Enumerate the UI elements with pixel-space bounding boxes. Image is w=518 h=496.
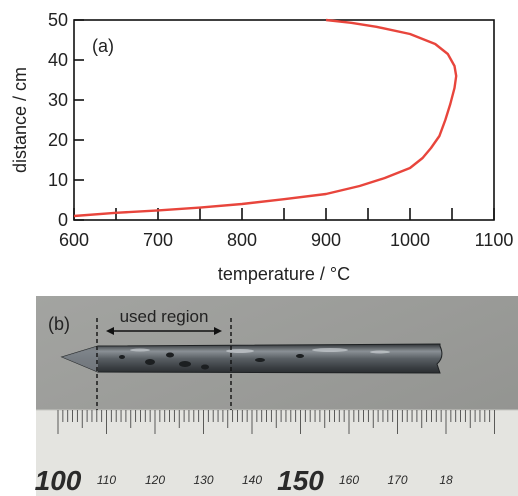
metal-rod bbox=[60, 343, 443, 374]
ruler-label: 150 bbox=[277, 465, 324, 496]
ruler bbox=[36, 410, 518, 496]
plot-frame bbox=[73, 19, 495, 221]
y-axis-label: distance / cm bbox=[10, 67, 30, 173]
x-axis-tick-labels: 600 700 800 900 1000 1100 bbox=[59, 230, 513, 250]
ruler-label: 18 bbox=[439, 473, 453, 487]
ruler-ticks bbox=[57, 410, 495, 434]
y-tick-label: 30 bbox=[48, 90, 68, 110]
rod-tip bbox=[62, 346, 98, 372]
x-tick-label: 1000 bbox=[390, 230, 430, 250]
y-tick-label: 10 bbox=[48, 170, 68, 190]
panel-label-a: (a) bbox=[92, 36, 114, 56]
rod-highlights bbox=[130, 348, 390, 354]
x-tick-label: 600 bbox=[59, 230, 89, 250]
panel-label-b: (b) bbox=[48, 314, 70, 334]
y-axis-ticks bbox=[74, 19, 84, 221]
rod-surface-pits bbox=[119, 352, 304, 370]
arrow-head-left bbox=[106, 327, 114, 335]
ruler-label: 160 bbox=[339, 473, 359, 487]
x-tick-label: 700 bbox=[143, 230, 173, 250]
ruler-label: 120 bbox=[145, 473, 165, 487]
x-tick-label: 1100 bbox=[475, 230, 514, 250]
y-tick-label: 40 bbox=[48, 50, 68, 70]
x-tick-label: 900 bbox=[311, 230, 341, 250]
x-axis-label: temperature / °C bbox=[218, 264, 350, 284]
ruler-label: 110 bbox=[97, 473, 116, 487]
y-axis-tick-labels: 0 10 20 30 40 50 bbox=[48, 10, 68, 230]
series-line bbox=[73, 18, 458, 218]
arrow-head-right bbox=[214, 327, 222, 335]
sample-rod-photo: 100 110 120 130 140 150 160 170 18 used region (… bbox=[35, 296, 518, 496]
x-axis-ticks bbox=[73, 208, 495, 220]
y-tick-label: 50 bbox=[48, 10, 68, 30]
ruler-labels: 100 110 120 130 140 150 160 170 18 bbox=[35, 465, 453, 496]
temperature-distance-chart: 600 700 800 900 1000 1100 0 10 20 30 40 50 (a) tem… bbox=[10, 10, 513, 284]
y-tick-label: 20 bbox=[48, 130, 68, 150]
ruler-label: 170 bbox=[387, 473, 407, 487]
y-tick-label: 0 bbox=[58, 210, 68, 230]
x-tick-label: 800 bbox=[227, 230, 257, 250]
used-region-label: used region bbox=[120, 307, 209, 326]
ruler-label: 100 bbox=[35, 465, 82, 496]
ruler-label: 130 bbox=[193, 473, 213, 487]
ruler-label: 140 bbox=[242, 473, 262, 487]
